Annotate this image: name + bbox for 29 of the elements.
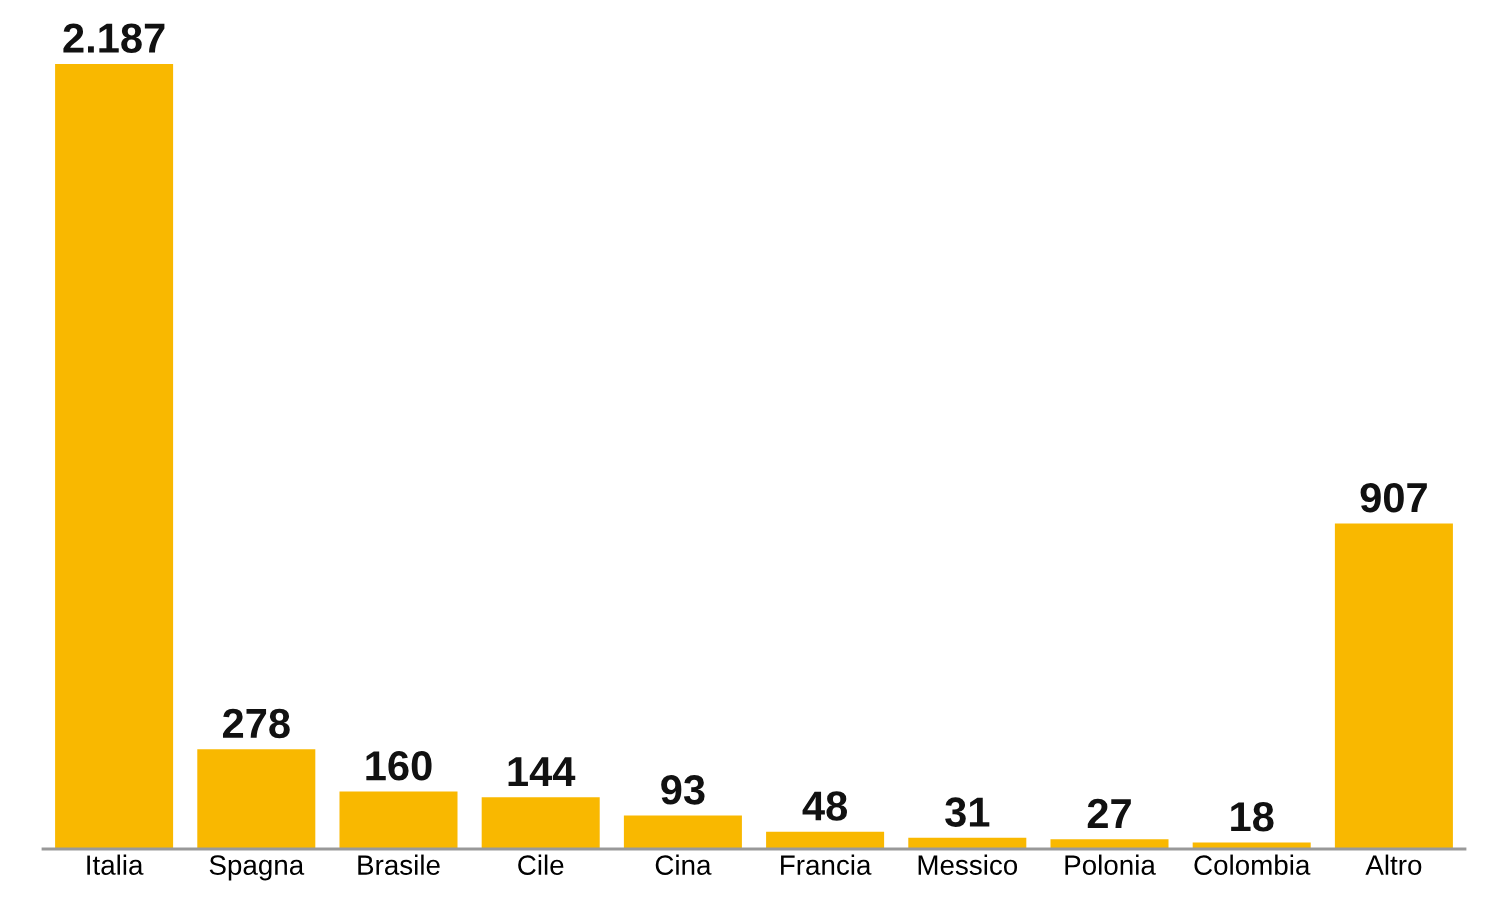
bar	[908, 837, 1027, 849]
data-label: 48	[802, 791, 847, 821]
x-tick-label: Altro	[1365, 854, 1422, 875]
data-label: 144	[508, 757, 576, 786]
bar	[1050, 839, 1169, 849]
data-label: 93	[661, 775, 705, 805]
data-label: 27	[1087, 798, 1131, 828]
bar	[1334, 523, 1453, 849]
x-tick-label: Cina	[655, 854, 712, 875]
x-tick-label: Polonia	[1065, 854, 1156, 875]
x-tick-label: Messico	[918, 854, 1018, 875]
bar	[339, 791, 458, 849]
data-label: 2.187	[63, 23, 165, 53]
x-tick-label: Colombia	[1194, 854, 1311, 875]
x-tick-label: Italia	[87, 854, 144, 875]
data-label: 18	[1231, 802, 1274, 832]
x-tick-label: Brasile	[358, 854, 440, 875]
bar	[481, 797, 600, 849]
x-tick-label: Cile	[518, 854, 564, 875]
data-label: 278	[222, 708, 290, 739]
data-label: 31	[945, 797, 990, 827]
data-label: 160	[366, 751, 432, 781]
bar	[197, 749, 316, 849]
data-label: 907	[1360, 482, 1427, 513]
bar	[766, 831, 885, 849]
bar	[55, 63, 174, 849]
bar	[623, 815, 742, 849]
x-tick-label: Spagna	[209, 855, 305, 881]
x-tick-label: Francia	[781, 854, 872, 875]
